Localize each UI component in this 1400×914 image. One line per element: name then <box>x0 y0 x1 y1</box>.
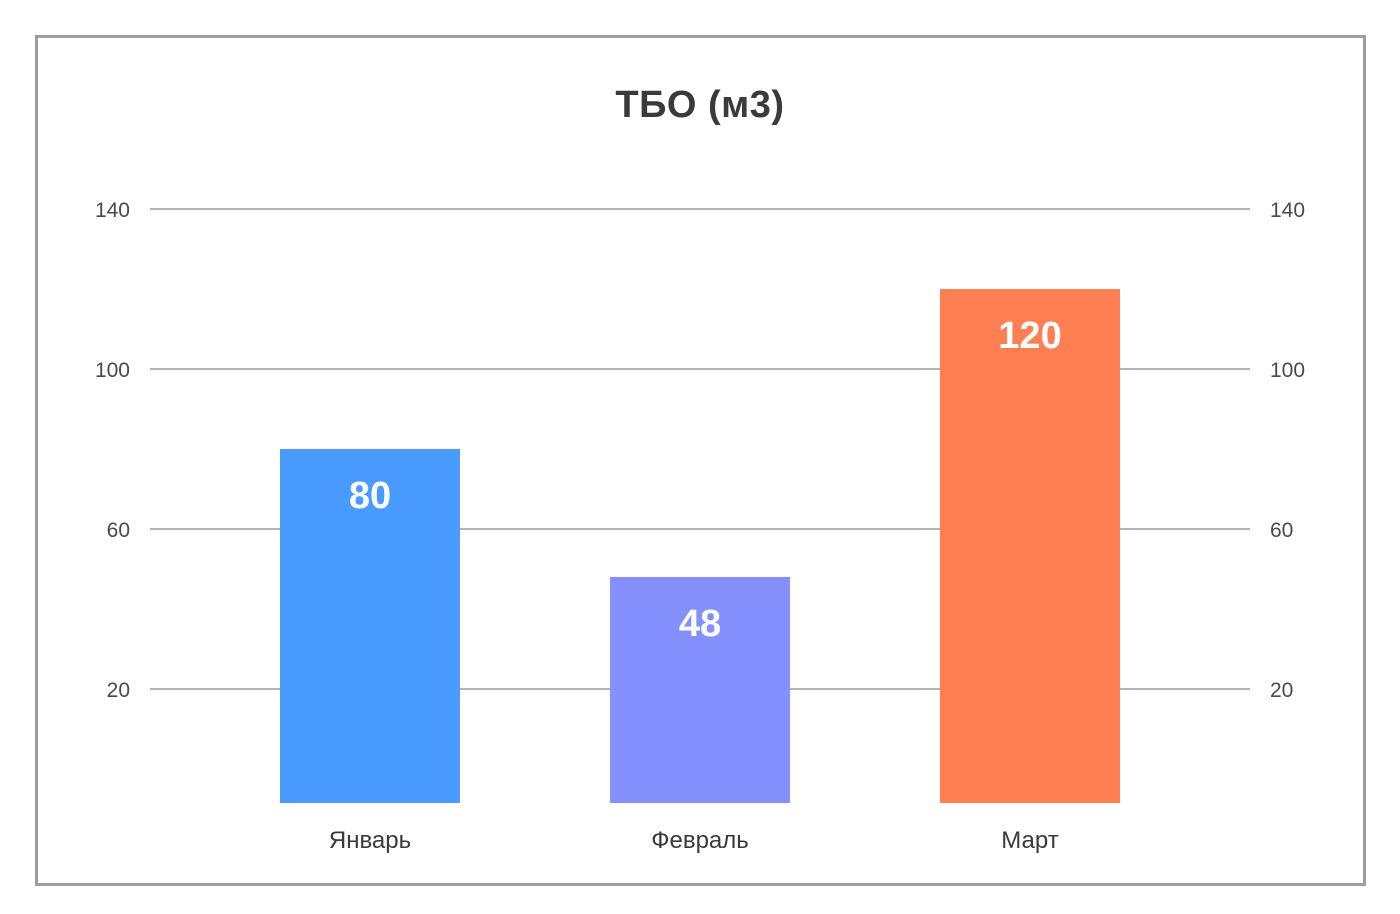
y-tick-left-100: 100 <box>95 359 130 382</box>
bar-Январь <box>280 449 460 803</box>
y-tick-left-60: 60 <box>107 519 130 542</box>
chart-title: ТБО (м3) <box>615 84 785 126</box>
bars <box>280 289 1120 803</box>
y-tick-left-20: 20 <box>107 679 130 702</box>
data-label-Февраль: 48 <box>679 603 721 645</box>
y-tick-right-20: 20 <box>1270 679 1293 702</box>
bar-Февраль <box>610 577 790 803</box>
category-label-Январь: Январь <box>329 827 411 854</box>
y-tick-right-140: 140 <box>1270 199 1305 222</box>
data-label-Январь: 80 <box>349 475 391 517</box>
y-tick-right-100: 100 <box>1270 359 1305 382</box>
category-label-Март: Март <box>1001 827 1058 854</box>
data-label-Март: 120 <box>998 315 1061 357</box>
bar-Март <box>940 289 1120 803</box>
y-tick-left-140: 140 <box>95 199 130 222</box>
category-label-Февраль: Февраль <box>651 827 749 854</box>
labels: 20 20 60 60 100 100 140 140 80 Январь 48 Февраль 120… <box>95 199 1305 854</box>
y-tick-right-60: 60 <box>1270 519 1293 542</box>
